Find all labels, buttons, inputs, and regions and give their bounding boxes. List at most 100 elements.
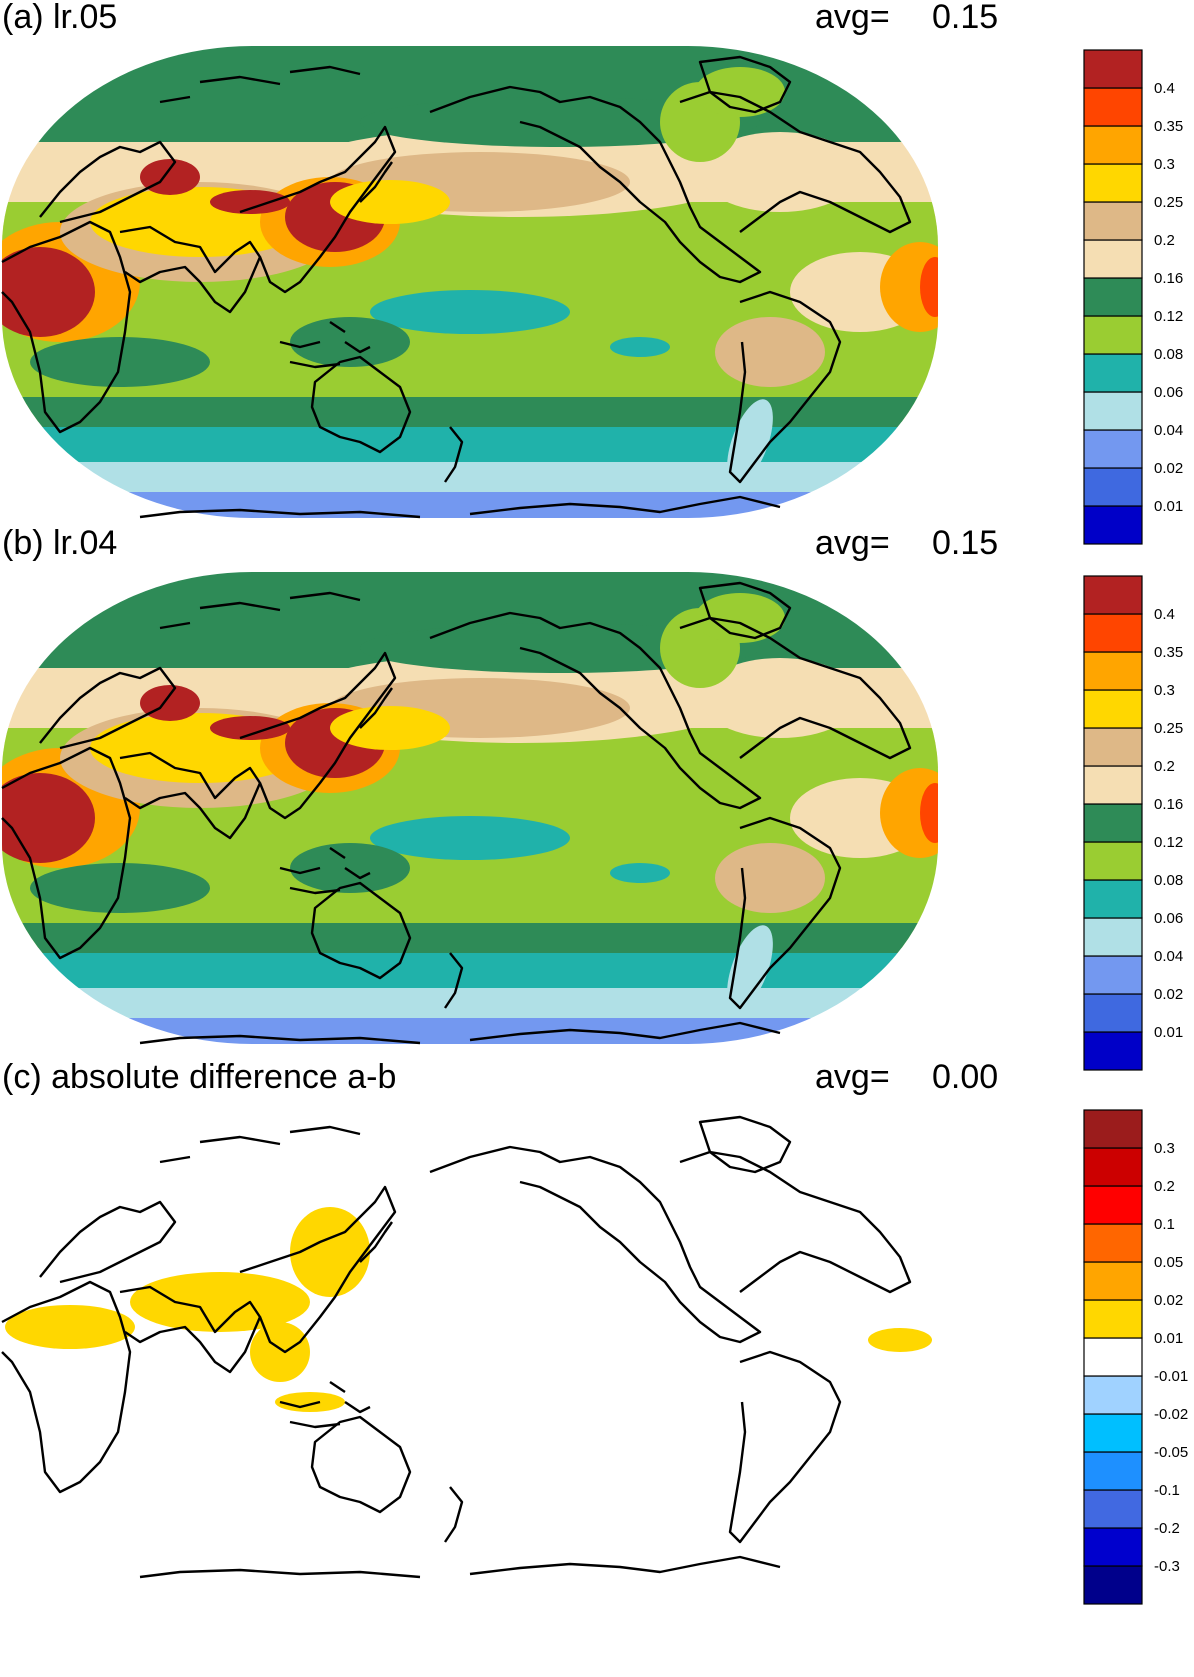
panel-c: (c) absolute difference a-b avg= 0.00 -0…	[0, 1058, 1194, 1620]
diff-africa	[5, 1305, 135, 1349]
coastline	[139, 495, 781, 519]
colorbar-label: -0.05	[1154, 1444, 1188, 1461]
amazon-tan	[715, 843, 825, 913]
map-lr04	[1, 572, 938, 1045]
sahara-max	[2, 247, 95, 337]
avg-label: avg=	[815, 0, 890, 36]
map-difference	[1, 1106, 938, 1579]
tropical-teal	[370, 816, 570, 860]
band-southern-ocean	[2, 953, 938, 988]
coastline	[239, 1185, 397, 1354]
north-america-subtropic	[700, 658, 860, 738]
colorbar-box	[1083, 277, 1143, 317]
diff-atlantic	[868, 1328, 932, 1352]
andes-light	[727, 925, 773, 1011]
band-antarctica	[2, 492, 938, 518]
colorbar-label: 0.01	[1154, 1024, 1183, 1041]
coastline	[139, 1021, 781, 1045]
colorbar-label: 0.08	[1154, 346, 1183, 363]
colorbar-label: 0.01	[1154, 498, 1183, 515]
coastline	[310, 355, 412, 454]
colorbar-box	[1083, 1109, 1143, 1149]
colorbar-box	[1083, 879, 1143, 919]
avg-value: 0.15	[932, 524, 999, 562]
avg-value: 0.15	[932, 0, 999, 36]
map-lr05	[1, 46, 938, 519]
central-asia-max	[140, 685, 200, 721]
colorbar: 0.01 0.02 0.04 0.06 0.08 0.12 0.16 0.2 0.25 0.3 0.…	[1083, 49, 1183, 545]
colorbar-label: 0.2	[1154, 758, 1175, 775]
colorbar-label: 0.4	[1154, 606, 1175, 623]
colorbar-box	[1083, 163, 1143, 203]
band-south-midlat	[2, 923, 938, 953]
colorbar-box	[1083, 1565, 1143, 1605]
panel-title: (c) absolute difference a-b	[2, 1058, 397, 1096]
colorbar-label: -0.02	[1154, 1406, 1188, 1423]
coastline	[239, 651, 397, 820]
diff-seasia	[250, 1322, 310, 1382]
diff-china	[290, 1207, 370, 1297]
band-southern-ocean	[2, 427, 938, 462]
east-atlantic-red	[920, 257, 938, 317]
coastline	[139, 1555, 781, 1579]
colorbar-box	[1083, 1489, 1143, 1529]
colorbar-label: 0.12	[1154, 834, 1183, 851]
colorbar-box	[1083, 803, 1143, 843]
coastline	[279, 1381, 371, 1429]
band-south-midlat	[2, 397, 938, 427]
coastline	[728, 1350, 842, 1544]
colorbar-box	[1083, 841, 1143, 881]
coastline	[159, 1125, 361, 1164]
colorbar-box	[1083, 955, 1143, 995]
colorbar-label: 0.35	[1154, 118, 1183, 135]
colorbar-label: -0.1	[1154, 1482, 1180, 1499]
band-antarctic-coast	[2, 988, 938, 1018]
band-antarctica	[2, 1018, 938, 1044]
colorbar-box	[1083, 1147, 1143, 1187]
coastline	[429, 85, 762, 284]
colorbar-label: 0.02	[1154, 460, 1183, 477]
indonesia-green	[290, 843, 410, 893]
panel-b: (b) lr.04 avg= 0.15 0.01 0.02 0.04 0.06 0.08…	[0, 524, 1194, 1086]
colorbar-label: 0.06	[1154, 384, 1183, 401]
coastline	[444, 1486, 464, 1543]
coastline	[728, 290, 842, 484]
colorbar-box	[1083, 651, 1143, 691]
andes-light	[727, 399, 773, 485]
colorbar-label: 0.35	[1154, 644, 1183, 661]
colorbar-box	[1083, 1223, 1143, 1263]
greenland-field	[695, 67, 785, 117]
avg-label: avg=	[815, 524, 890, 562]
north-pacific-green	[360, 97, 760, 147]
colorbar-box	[1083, 87, 1143, 127]
sahara-max	[2, 773, 95, 863]
colorbar-label: 0.2	[1154, 1178, 1175, 1195]
coastline	[1, 746, 132, 960]
coastline	[444, 426, 464, 483]
coastline	[119, 751, 262, 840]
panel-title: (a) lr.05	[2, 0, 118, 36]
amazon-tan	[715, 317, 825, 387]
colorbar-label: -0.3	[1154, 1558, 1180, 1575]
map-field	[2, 1106, 938, 1578]
coastline	[429, 1145, 762, 1344]
coastline	[679, 90, 912, 234]
coastline	[39, 140, 177, 224]
colorbar-box	[1083, 765, 1143, 805]
colorbar-box	[1083, 505, 1143, 545]
colorbar-label: 0.1	[1154, 1216, 1175, 1233]
colorbar-box	[1083, 727, 1143, 767]
coastline	[698, 581, 792, 640]
colorbar-label: 0.08	[1154, 872, 1183, 889]
colorbar-label: -0.01	[1154, 1368, 1188, 1385]
colorbar-box	[1083, 353, 1143, 393]
coastline	[444, 952, 464, 1009]
colorbar-label: 0.02	[1154, 986, 1183, 1003]
colorbar-box	[1083, 239, 1143, 279]
coastline	[679, 1150, 912, 1294]
greenland-field	[695, 593, 785, 643]
colorbar-box	[1083, 315, 1143, 355]
coastline	[359, 1221, 393, 1263]
colorbar-box	[1083, 49, 1143, 89]
colorbar-box	[1083, 689, 1143, 729]
